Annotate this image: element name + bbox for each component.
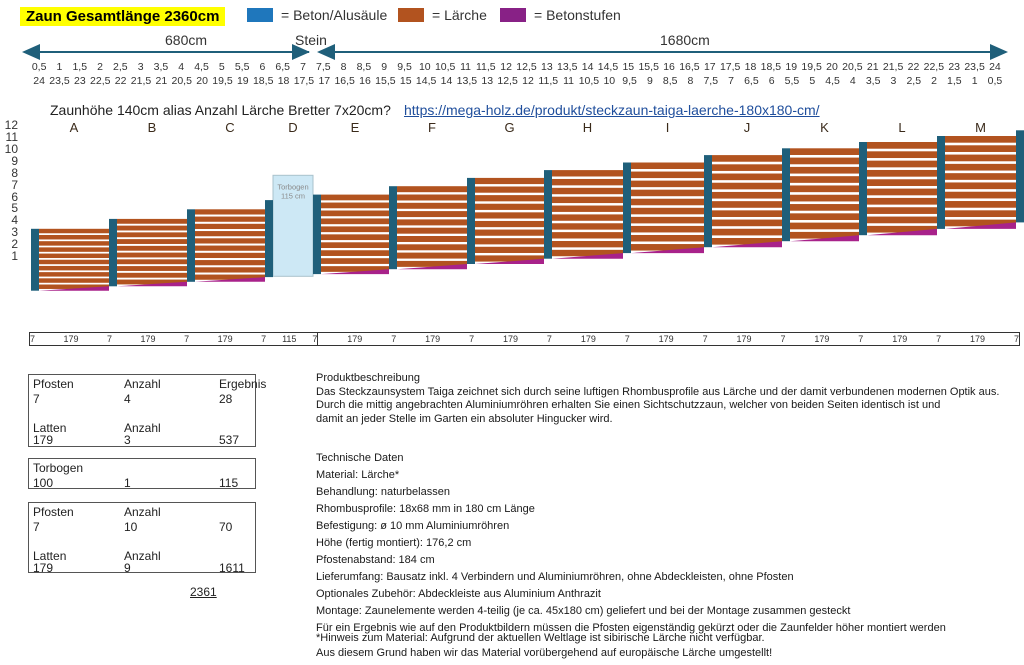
svg-text:D: D xyxy=(288,120,297,135)
svg-text:115 cm: 115 cm xyxy=(281,191,305,200)
svg-text:B: B xyxy=(148,120,157,135)
svg-text:L: L xyxy=(898,120,905,135)
svg-text:Torbogen: Torbogen xyxy=(277,182,308,191)
svg-text:I: I xyxy=(666,120,670,135)
svg-text:A: A xyxy=(70,120,79,135)
svg-text:G: G xyxy=(504,120,514,135)
svg-text:M: M xyxy=(975,120,986,135)
svg-text:F: F xyxy=(428,120,436,135)
svg-text:E: E xyxy=(351,120,360,135)
svg-text:H: H xyxy=(583,120,592,135)
svg-text:C: C xyxy=(225,120,234,135)
svg-text:K: K xyxy=(820,120,829,135)
svg-text:J: J xyxy=(744,120,751,135)
